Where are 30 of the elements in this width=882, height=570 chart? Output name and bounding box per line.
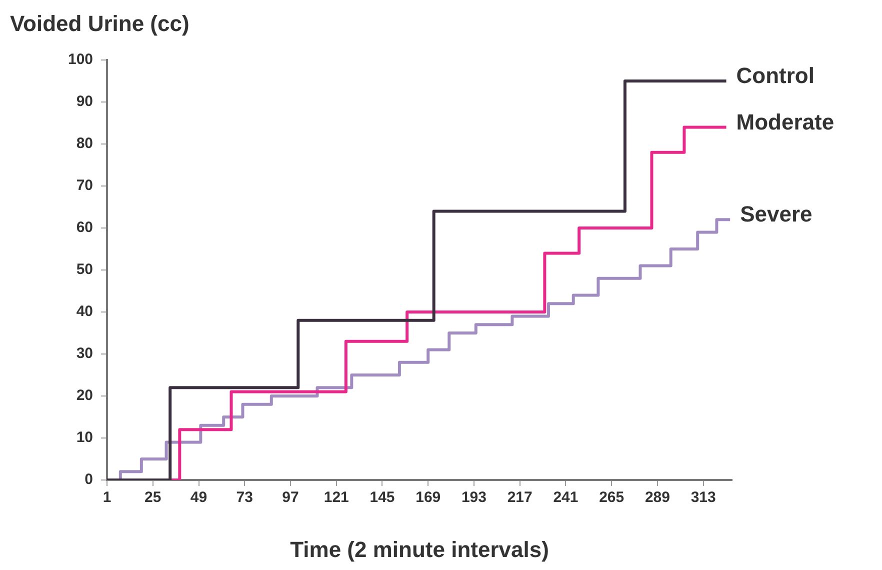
x-tick-label: 73 xyxy=(236,489,253,506)
y-tick-label: 40 xyxy=(76,303,94,320)
series-label: Control xyxy=(736,63,814,88)
x-tick-label: 49 xyxy=(190,489,208,506)
x-tick-label: 193 xyxy=(461,489,486,506)
y-tick-label: 30 xyxy=(76,345,94,362)
y-tick-label: 0 xyxy=(84,471,94,488)
y-tick-label: 70 xyxy=(76,177,94,194)
y-tick-label: 50 xyxy=(76,261,94,278)
x-tick-label: 1 xyxy=(102,489,112,506)
x-tick-label: 25 xyxy=(144,489,162,506)
y-tick-label: 90 xyxy=(76,93,94,110)
x-axis-title: Time (2 minute intervals) xyxy=(290,537,549,562)
series-label: Moderate xyxy=(736,109,834,134)
x-tick-label: 169 xyxy=(416,489,441,506)
x-tick-label: 121 xyxy=(324,489,349,506)
x-tick-label: 145 xyxy=(370,489,395,506)
y-tick-label: 60 xyxy=(76,219,94,236)
y-tick-label: 10 xyxy=(76,429,94,446)
x-tick-label: 265 xyxy=(599,489,624,506)
x-tick-label: 97 xyxy=(282,489,299,506)
series-label: Severe xyxy=(740,202,812,227)
x-tick-label: 217 xyxy=(507,489,532,506)
y-axis-title: Voided Urine (cc) xyxy=(10,11,190,36)
x-tick-label: 241 xyxy=(553,489,578,506)
y-tick-label: 80 xyxy=(76,135,94,152)
y-tick-label: 100 xyxy=(68,51,94,68)
x-tick-label: 313 xyxy=(690,489,716,506)
y-tick-label: 20 xyxy=(76,387,94,404)
x-tick-label: 289 xyxy=(644,489,670,506)
